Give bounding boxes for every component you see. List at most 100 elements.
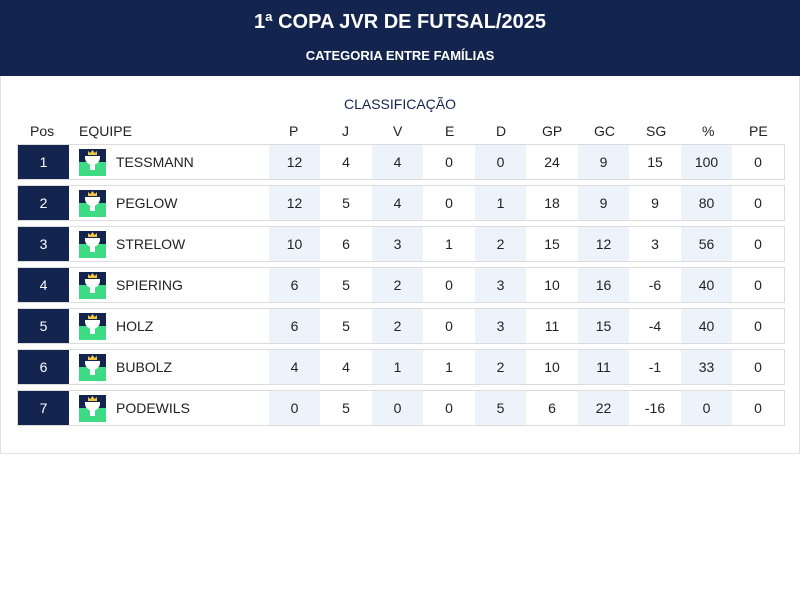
stat-points: 12 [269,145,320,179]
position-cell: 4 [18,268,69,302]
stat-games: 4 [342,359,350,375]
stat-percent: 56 [681,227,732,261]
stat-goals-against: 9 [578,186,629,220]
stat-draws: 1 [445,359,453,375]
team-name: BUBOLZ [116,359,173,375]
position-cell: 6 [18,350,69,384]
position-cell: 5 [18,309,69,343]
stat-draws: 0 [445,154,453,170]
stat-losses: 2 [475,350,526,384]
stat-draws: 0 [445,195,453,211]
header-team: EQUIPE [79,123,132,139]
trophy-crown-logo-icon [79,149,106,176]
table-row: 7 PODEWILS 0 5 0 0 5 6 22 -16 0 0 [17,390,785,426]
stat-pe: 0 [754,318,762,334]
standings-panel: CLASSIFICAÇÃO Pos EQUIPE P J V E D GP GC… [0,76,800,454]
position-cell: 7 [18,391,69,425]
table-row: 6 BUBOLZ 4 4 1 1 2 10 11 -1 33 0 [17,349,785,385]
stat-goal-diff: -6 [648,277,662,293]
stat-goal-diff: 9 [651,195,659,211]
stat-percent: 100 [681,145,732,179]
stat-percent: 40 [681,309,732,343]
stat-wins: 3 [372,227,423,261]
stat-pe: 0 [754,400,762,416]
stat-goals-for: 10 [544,277,560,293]
position-cell: 2 [18,186,69,220]
header-wins: V [393,123,403,139]
stat-points: 6 [269,268,320,302]
stat-goals-for: 18 [544,195,560,211]
team-name: SPIERING [116,277,183,293]
stat-draws: 1 [445,236,453,252]
stat-wins: 4 [372,186,423,220]
trophy-crown-logo-icon [79,190,106,217]
page-title: 1ª COPA JVR DE FUTSAL/2025 [254,11,546,33]
stat-wins: 4 [372,145,423,179]
header-pos: Pos [30,123,55,139]
stat-losses: 3 [475,268,526,302]
position-cell: 3 [18,227,69,261]
stat-losses: 2 [475,227,526,261]
stat-losses: 5 [475,391,526,425]
stat-percent: 40 [681,268,732,302]
stat-goals-against: 11 [578,350,629,384]
trophy-crown-logo-icon [79,395,106,422]
stat-losses: 0 [475,145,526,179]
page-header: 1ª COPA JVR DE FUTSAL/2025 CATEGORIA ENT… [0,0,800,76]
header-draws: E [445,123,455,139]
stat-wins: 0 [372,391,423,425]
team-name: PEGLOW [116,195,178,211]
stat-goal-diff: 3 [651,236,659,252]
table-row: 2 PEGLOW 12 5 4 0 1 18 9 9 80 0 [17,185,785,221]
team-name: TESSMANN [116,154,194,170]
header-pe: PE [749,123,768,139]
stat-goal-diff: -4 [648,318,662,334]
stat-pe: 0 [754,154,762,170]
page-subtitle: CATEGORIA ENTRE FAMÍLIAS [305,48,495,63]
stat-points: 0 [269,391,320,425]
stat-wins: 2 [372,309,423,343]
table-row: 1 TESSMANN 12 4 4 0 0 24 9 15 100 0 [17,144,785,180]
standings-table: Pos EQUIPE P J V E D GP GC SG % PE 1 TESS… [17,118,785,426]
stat-goals-for: 11 [544,318,560,334]
stat-points: 12 [269,186,320,220]
stat-losses: 3 [475,309,526,343]
stat-goals-for: 6 [548,400,556,416]
header-goals-against: GC [594,123,615,139]
header-games: J [342,123,349,139]
trophy-crown-logo-icon [79,272,106,299]
table-row: 4 SPIERING 6 5 2 0 3 10 16 -6 40 0 [17,267,785,303]
stat-goals-for: 24 [544,154,560,170]
stat-goal-diff: 15 [647,154,663,170]
stat-percent: 80 [681,186,732,220]
trophy-crown-logo-icon [79,313,106,340]
stat-points: 10 [269,227,320,261]
stat-wins: 2 [372,268,423,302]
stat-goals-against: 15 [578,309,629,343]
stat-games: 6 [342,236,350,252]
section-title: CLASSIFICAÇÃO [343,96,457,112]
position-cell: 1 [18,145,69,179]
stat-pe: 0 [754,277,762,293]
team-name: STRELOW [116,236,186,252]
header-goals-for: GP [542,123,563,139]
stat-goal-diff: -16 [644,400,666,416]
stat-goals-for: 15 [544,236,560,252]
table-row: 3 STRELOW 10 6 3 1 2 15 12 3 56 0 [17,226,785,262]
stat-pe: 0 [754,359,762,375]
team-name: HOLZ [116,318,154,334]
stat-percent: 33 [681,350,732,384]
header-points: P [289,123,299,139]
stat-goal-diff: -1 [648,359,662,375]
header-losses: D [496,123,507,139]
stat-losses: 1 [475,186,526,220]
table-row: 5 HOLZ 6 5 2 0 3 11 15 -4 40 0 [17,308,785,344]
table-header-row: Pos EQUIPE P J V E D GP GC SG % PE [17,118,785,144]
stat-points: 4 [269,350,320,384]
header-goal-diff: SG [646,123,667,139]
stat-goals-for: 10 [544,359,560,375]
stat-goals-against: 22 [578,391,629,425]
stat-percent: 0 [681,391,732,425]
trophy-crown-logo-icon [79,231,106,258]
trophy-crown-logo-icon [79,354,106,381]
